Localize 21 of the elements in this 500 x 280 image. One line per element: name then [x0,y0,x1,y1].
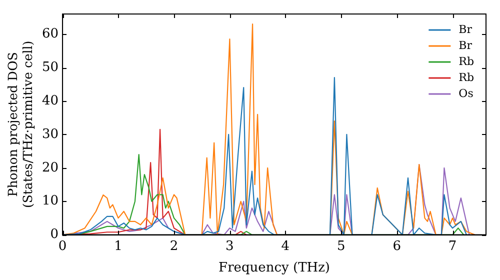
y-tick-label: 60 [42,26,59,42]
x-tick-label: 4 [281,238,290,254]
legend-label: Br [458,22,473,36]
legend-label: Br [458,38,473,52]
y-tick-label: 0 [50,227,59,242]
y-tick-label: 30 [42,126,59,142]
x-tick-label: 6 [392,238,401,254]
x-axis-title: Frequency (THz) [218,260,330,276]
y-tick-label: 40 [42,93,59,108]
legend-label: Os [458,86,474,100]
y-tick-label: 50 [42,60,59,75]
y-tick-label: 10 [42,194,59,209]
y-axis-title: Phonon projected DOS (States/THz·primitive cell) [4,40,35,208]
x-tick-label: 5 [336,238,346,254]
legend-label: Rb [458,70,474,84]
x-tick-label: 1 [114,238,122,254]
x-tick-label: 2 [170,238,178,254]
x-tick-label: 3 [226,238,234,254]
y-tick-label: 20 [42,160,59,176]
legend-label: Rb [458,54,474,68]
x-tick-label: 7 [448,238,457,254]
